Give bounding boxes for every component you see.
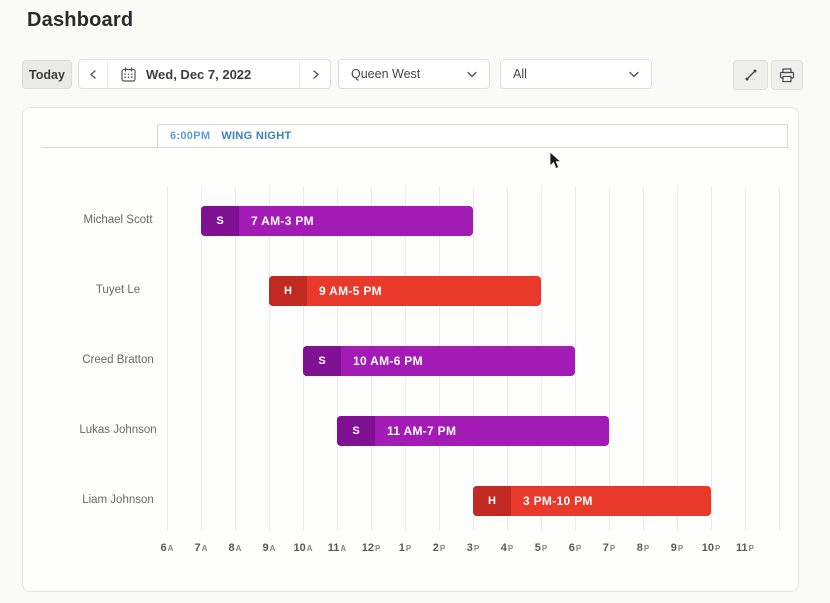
calendar-icon	[121, 66, 136, 82]
axis-tick: 12P	[361, 542, 381, 554]
schedule-panel: 6:00PM WING NIGHT Michael Scott S 7 AM-3…	[22, 107, 799, 592]
axis-tick: 10A	[293, 542, 313, 554]
event-banner[interactable]: 6:00PM WING NIGHT	[157, 124, 788, 148]
shift-time-label: 11 AM-7 PM	[387, 424, 457, 438]
axis-tick: 5P	[534, 542, 548, 554]
gridline	[201, 186, 202, 531]
shift-bar[interactable]: H 9 AM-5 PM	[269, 276, 541, 306]
axis-tick: 11P	[736, 542, 754, 554]
shift-badge: H	[269, 276, 307, 306]
gridline	[609, 186, 610, 531]
axis-tick: 9A	[262, 542, 276, 554]
location-select[interactable]: Queen West	[338, 59, 490, 89]
employee-name: Tuyet Le	[95, 284, 141, 296]
employee-name: Lukas Johnson	[79, 424, 157, 436]
axis-tick: 3P	[466, 542, 480, 554]
shift-bar[interactable]: S 10 AM-6 PM	[303, 346, 575, 376]
axis-tick: 11A	[327, 542, 347, 554]
axis-tick: 10P	[701, 542, 721, 554]
chevron-down-icon	[467, 71, 477, 77]
mouse-cursor	[549, 151, 562, 170]
gridline	[643, 186, 644, 531]
axis-tick: 9P	[670, 542, 684, 554]
shift-time-label: 9 AM-5 PM	[319, 284, 382, 298]
gridline	[269, 186, 270, 531]
prev-day-button[interactable]	[79, 60, 107, 88]
shift-badge: S	[337, 416, 375, 446]
shift-time-label: 7 AM-3 PM	[251, 214, 314, 228]
axis-tick: 7P	[602, 542, 616, 554]
next-day-button[interactable]	[300, 60, 330, 88]
employee-name: Liam Johnson	[82, 494, 154, 506]
chevron-right-icon	[312, 69, 319, 79]
shift-bar[interactable]: H 3 PM-10 PM	[473, 486, 711, 516]
gridline	[711, 186, 712, 531]
chevron-left-icon	[89, 69, 96, 79]
shift-time-label: 10 AM-6 PM	[353, 354, 423, 368]
shift-badge: H	[473, 486, 511, 516]
gridline	[677, 186, 678, 531]
diagonal-resize-icon	[745, 69, 756, 81]
divider	[299, 60, 300, 88]
date-picker: Wed, Dec 7, 2022	[78, 59, 331, 89]
axis-tick: 8A	[228, 542, 242, 554]
page-title: Dashboard	[27, 9, 134, 31]
date-text: Wed, Dec 7, 2022	[146, 66, 252, 82]
axis-tick: 6A	[160, 542, 174, 554]
axis-tick: 2P	[432, 542, 446, 554]
divider	[107, 60, 108, 88]
gridline	[167, 186, 168, 531]
date-display[interactable]: Wed, Dec 7, 2022	[108, 60, 299, 88]
gridline	[235, 186, 236, 531]
print-button[interactable]	[771, 60, 803, 90]
shift-badge: S	[201, 206, 239, 236]
axis-tick: 7A	[194, 542, 208, 554]
filter-select-value: All	[513, 67, 527, 81]
employee-name: Creed Bratton	[82, 354, 154, 366]
today-button[interactable]: Today	[22, 60, 72, 89]
axis-tick: 8P	[636, 542, 650, 554]
shift-bar[interactable]: S 11 AM-7 PM	[337, 416, 609, 446]
shift-badge: S	[303, 346, 341, 376]
gridline	[779, 186, 780, 531]
axis-tick: 1P	[398, 542, 412, 554]
location-select-value: Queen West	[351, 67, 421, 81]
gridline	[745, 186, 746, 531]
filter-select[interactable]: All	[500, 59, 652, 89]
event-title: WING NIGHT	[221, 130, 292, 142]
axis-tick: 6P	[568, 542, 582, 554]
shift-bar[interactable]: S 7 AM-3 PM	[201, 206, 473, 236]
employee-name: Michael Scott	[83, 214, 153, 226]
axis-tick: 4P	[500, 542, 514, 554]
gridline	[575, 186, 576, 531]
shift-time-label: 3 PM-10 PM	[523, 494, 593, 508]
expand-button[interactable]	[733, 60, 768, 90]
printer-icon	[779, 67, 795, 82]
chevron-down-icon	[629, 71, 639, 77]
event-time: 6:00PM	[170, 130, 211, 142]
